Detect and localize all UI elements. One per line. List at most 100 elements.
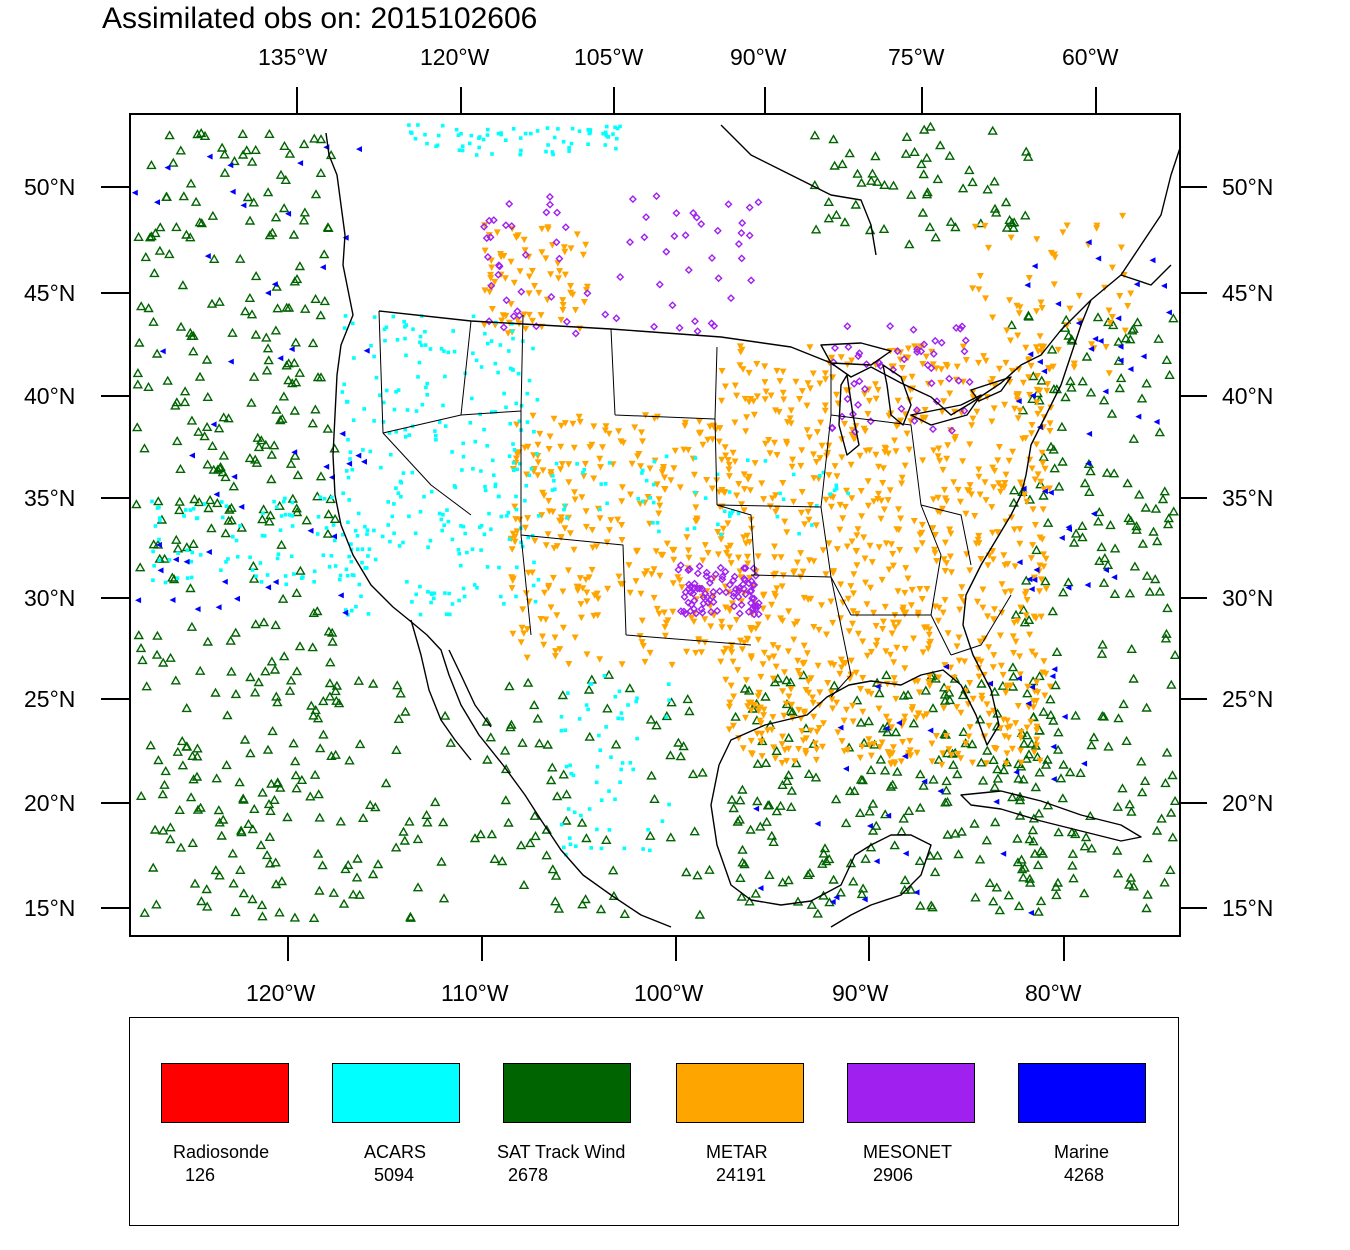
metar-marker <box>1014 396 1021 404</box>
metar-marker <box>811 740 819 747</box>
metar-marker <box>652 548 660 555</box>
acars-marker <box>492 473 496 477</box>
sat-track-wind-marker <box>201 884 212 894</box>
acars-marker <box>618 124 622 129</box>
metar-marker <box>943 455 951 463</box>
sat-track-wind-marker <box>553 903 565 913</box>
metar-marker <box>516 268 524 275</box>
metar-marker <box>547 271 555 278</box>
acars-marker <box>703 496 708 500</box>
sat-track-wind-marker <box>1112 868 1124 878</box>
metar-marker <box>816 380 824 387</box>
acars-marker <box>566 807 571 811</box>
metar-marker <box>797 509 805 517</box>
sat-track-wind-marker <box>206 523 217 533</box>
sat-track-wind-marker <box>576 817 588 827</box>
sat-track-wind-marker <box>217 814 229 824</box>
metar-marker <box>798 728 806 735</box>
acars-marker <box>456 133 461 137</box>
sat-track-wind-marker <box>900 148 912 158</box>
left-lat-label: 35°N <box>24 485 76 511</box>
metar-marker <box>848 357 856 364</box>
mesonet-marker <box>747 599 755 608</box>
metar-marker <box>959 458 967 465</box>
sat-track-wind-marker <box>271 691 282 701</box>
acars-marker <box>554 461 559 466</box>
sat-track-wind-marker <box>871 820 882 830</box>
metar-marker <box>879 465 887 472</box>
acars-marker <box>414 592 418 597</box>
sat-track-wind-marker <box>257 911 268 921</box>
metar-marker <box>907 602 915 609</box>
metar-marker <box>818 442 826 450</box>
sat-track-wind-marker <box>1016 854 1027 864</box>
sat-track-wind-marker <box>1142 853 1153 863</box>
acars-marker <box>595 827 599 832</box>
sat-track-wind-marker <box>865 175 877 185</box>
acars-marker <box>619 767 623 772</box>
metar-marker <box>948 569 955 576</box>
metar-marker <box>850 590 857 597</box>
metar-marker <box>893 423 901 430</box>
right-tick <box>1179 597 1207 599</box>
mesonet-marker <box>724 200 733 209</box>
metar-marker <box>726 624 734 632</box>
sat-track-wind-marker <box>165 834 176 844</box>
metar-marker <box>1070 364 1078 371</box>
mesonet-marker <box>485 317 494 326</box>
metar-marker <box>867 690 875 698</box>
acars-marker <box>727 490 732 494</box>
acars-marker <box>428 347 433 351</box>
metar-marker <box>724 520 732 527</box>
sat-track-wind-marker <box>1033 906 1044 916</box>
metar-marker <box>525 311 533 319</box>
sat-track-wind-marker <box>745 824 756 834</box>
metar-marker <box>801 708 808 716</box>
acars-marker <box>553 487 557 491</box>
sat-track-wind-marker <box>957 689 969 700</box>
metar-marker <box>982 760 990 767</box>
metar-marker <box>750 702 758 709</box>
metar-marker <box>784 648 792 655</box>
sat-track-wind-marker <box>1150 503 1162 513</box>
left-lat-label: 40°N <box>24 383 76 409</box>
sat-track-wind-marker <box>1008 217 1020 227</box>
acars-marker <box>365 528 370 532</box>
sat-track-wind-marker <box>542 739 554 749</box>
mesonet-marker <box>745 203 754 212</box>
mesonet-marker <box>754 198 763 207</box>
acars-marker <box>290 500 295 505</box>
sat-track-wind-marker <box>678 741 689 751</box>
sat-track-wind-marker <box>216 830 227 840</box>
metar-marker <box>576 575 584 582</box>
sat-track-wind-marker <box>844 785 856 796</box>
acars-marker <box>479 365 484 369</box>
metar-marker <box>991 606 998 613</box>
metar-marker <box>768 601 776 609</box>
metar-marker <box>559 297 567 304</box>
acars-marker <box>832 488 837 493</box>
acars-marker <box>586 707 590 712</box>
sat-track-wind-marker <box>1094 506 1105 517</box>
sat-track-wind-marker <box>132 367 144 378</box>
acars-marker <box>693 490 697 495</box>
sat-track-wind-marker <box>213 423 225 433</box>
metar-marker <box>661 486 668 493</box>
sat-track-wind-marker <box>250 144 261 154</box>
acars-marker <box>475 586 479 590</box>
mesonet-marker <box>740 574 749 583</box>
sat-track-wind-marker <box>167 572 178 582</box>
acars-marker <box>405 580 409 584</box>
metar-marker <box>969 415 977 423</box>
sat-track-wind-marker <box>948 759 959 769</box>
sat-track-wind-marker <box>308 710 319 720</box>
metar-marker <box>588 566 596 574</box>
sat-track-wind-marker <box>1108 468 1120 478</box>
metar-marker <box>1005 734 1013 742</box>
sat-track-wind-marker <box>735 795 746 805</box>
right-lat-label: 45°N <box>1222 280 1274 306</box>
sat-track-wind-marker <box>258 617 270 627</box>
metar-marker <box>1033 727 1041 734</box>
sat-track-wind-marker <box>1081 351 1093 361</box>
metar-marker <box>660 464 667 471</box>
